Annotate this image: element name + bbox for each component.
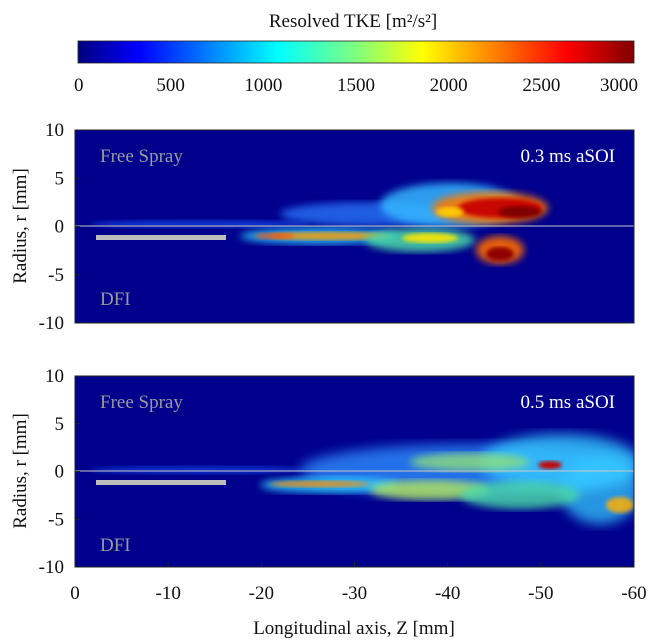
time-label: 0.3 ms aSOI xyxy=(521,146,615,167)
y-tick-label: 0 xyxy=(55,462,65,483)
x-axis-label: Longitudinal axis, Z [mm] xyxy=(253,618,455,639)
x-tick-label: -50 xyxy=(528,583,553,604)
y-tick-label: -5 xyxy=(48,509,64,530)
dfi-duct xyxy=(96,480,226,485)
y-tick-label: 5 xyxy=(55,414,65,435)
panel-1-y-ticks: 10 5 0 -5 -10 xyxy=(39,120,80,334)
colorbar-tick-label: 2500 xyxy=(522,75,560,96)
y-tick-label: -5 xyxy=(48,265,64,286)
dfi-label: DFI xyxy=(100,289,131,310)
panel-2: Free Spray DFI 0.5 ms aSOI 10 5 0 -5 -10 0 -1… xyxy=(10,366,647,639)
x-tick-label: -30 xyxy=(342,583,367,604)
free-spray-label: Free Spray xyxy=(100,146,183,167)
free-spray-label: Free Spray xyxy=(100,392,183,413)
colorbar xyxy=(77,40,635,64)
y-tick-label: 0 xyxy=(55,217,65,238)
colorbar-title: Resolved TKE [m²/s²] xyxy=(269,11,437,32)
colorbar-tick-label: 2000 xyxy=(430,75,468,96)
x-ticks: 0 -10 -20 -30 -40 -50 -60 xyxy=(70,562,647,604)
colorbar-ticks: 0 500 1000 1500 2000 2500 3000 xyxy=(74,75,638,96)
y-tick-label: 10 xyxy=(45,120,64,141)
y-axis-label: Radius, r [mm] xyxy=(10,413,31,529)
panel-1: Free Spray DFI 0.3 ms aSOI 10 5 0 -5 -10 Rad… xyxy=(10,120,635,334)
y-axis-label: Radius, r [mm] xyxy=(10,168,31,284)
panel-2-y-ticks: 10 5 0 -5 -10 xyxy=(39,366,80,578)
colorbar-tick-label: 0 xyxy=(74,75,84,96)
y-tick-label: 5 xyxy=(55,168,65,189)
x-tick-label: -20 xyxy=(249,583,274,604)
colorbar-tick-label: 3000 xyxy=(600,75,638,96)
y-tick-label: 10 xyxy=(45,366,64,387)
colorbar-tick-label: 1000 xyxy=(244,75,282,96)
y-tick-label: -10 xyxy=(39,557,64,578)
panel-1-field xyxy=(75,183,634,264)
dfi-duct xyxy=(96,235,226,240)
colorbar-tick-label: 500 xyxy=(156,75,185,96)
dfi-label: DFI xyxy=(100,535,131,556)
panel-2-field xyxy=(75,434,634,524)
x-tick-label: -40 xyxy=(435,583,460,604)
colorbar-tick-label: 1500 xyxy=(337,75,375,96)
x-tick-label: -10 xyxy=(156,583,181,604)
x-tick-label: -60 xyxy=(621,583,646,604)
y-tick-label: -10 xyxy=(39,313,64,334)
x-tick-label: 0 xyxy=(70,583,80,604)
time-label: 0.5 ms aSOI xyxy=(521,392,615,413)
